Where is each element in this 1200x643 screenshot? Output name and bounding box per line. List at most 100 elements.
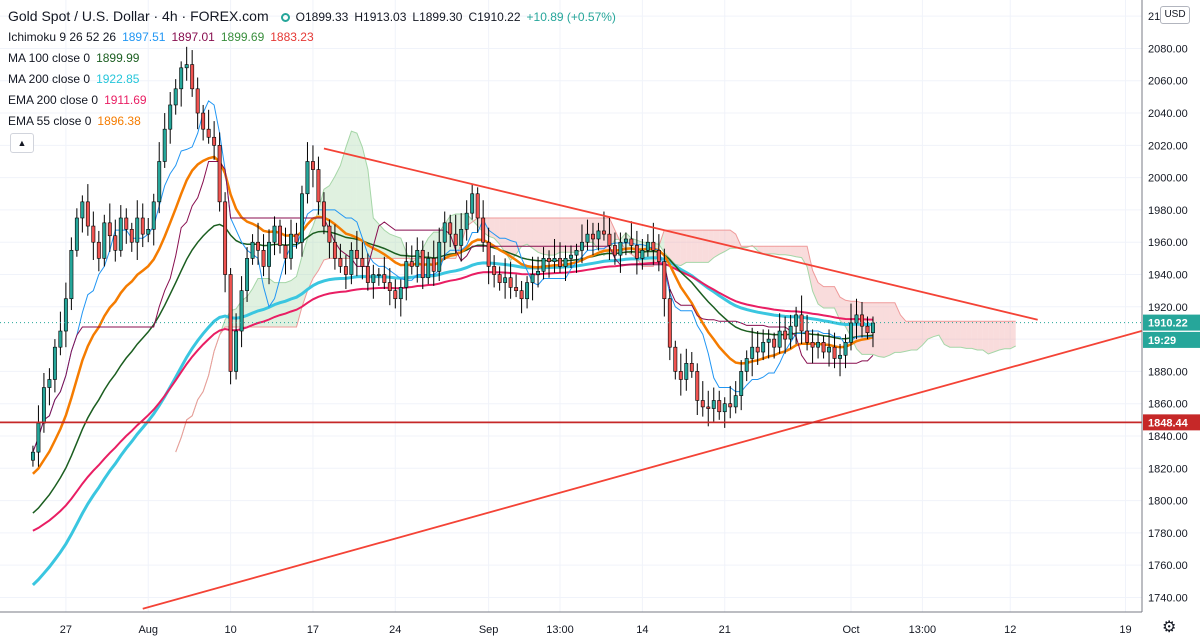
candle-body xyxy=(135,217,140,243)
cloud-segment xyxy=(367,169,374,259)
price-tick-label: 1780.00 xyxy=(1148,528,1188,540)
candle-body xyxy=(700,400,705,408)
candle-body xyxy=(508,277,513,288)
cloud-segment xyxy=(620,232,626,251)
candle-body xyxy=(821,342,826,353)
candle-body xyxy=(206,128,211,138)
cloud-segment xyxy=(768,246,775,254)
candle-body xyxy=(552,258,557,262)
candle-body xyxy=(662,261,667,300)
candle-body xyxy=(168,104,173,130)
cloud-segment xyxy=(889,302,895,356)
candle-body xyxy=(492,266,497,275)
time-tick-label: 10 xyxy=(224,624,236,636)
candle-body xyxy=(453,233,458,246)
candle-body xyxy=(601,230,606,235)
cloud-segment xyxy=(878,302,884,358)
gear-icon[interactable]: ⚙ xyxy=(1162,619,1177,636)
price-tick-label: 1760.00 xyxy=(1148,560,1188,572)
cloud-segment xyxy=(691,230,698,263)
price-label-text: 1910.22 xyxy=(1148,318,1188,330)
candle-body xyxy=(827,346,831,353)
indicator-label: MA 200 close 0 xyxy=(8,72,91,86)
cloud-segment xyxy=(510,217,517,261)
candle-body xyxy=(217,145,222,203)
candle-body xyxy=(69,249,74,300)
candle-body xyxy=(832,346,837,359)
chart-legend: Gold Spot / U.S. Dollar · 4h · FOREX.com… xyxy=(8,6,622,132)
candle-body xyxy=(47,379,52,388)
candle-body xyxy=(470,193,475,214)
drawing-lines xyxy=(0,147,1154,610)
cloud-segment xyxy=(680,230,687,266)
time-tick-label: 21 xyxy=(719,624,731,636)
candle-body xyxy=(645,241,650,251)
candle-body xyxy=(503,277,508,283)
cloud-segment xyxy=(883,302,890,358)
time-tick-label: 13:00 xyxy=(909,624,937,636)
cloud-segment xyxy=(971,321,978,351)
senkou-b-line xyxy=(175,217,1016,453)
candle-body xyxy=(475,193,480,219)
cloud-segment xyxy=(290,276,297,327)
chart-grid xyxy=(0,0,1142,612)
indicator-row[interactable]: EMA 200 close 0 1911.69 xyxy=(8,90,622,111)
cloud-segment xyxy=(664,230,670,259)
candle-body xyxy=(393,290,398,300)
indicator-value: 1896.38 xyxy=(97,114,141,128)
price-label-box xyxy=(1143,331,1200,348)
indicator-row[interactable]: Ichimoku 9 26 52 26 1897.51 1897.01 1899.69… xyxy=(8,27,622,48)
candle-body xyxy=(656,249,661,262)
candle-body xyxy=(113,235,118,251)
candle-body xyxy=(618,241,623,256)
candle-body xyxy=(541,258,546,272)
cloud-segment xyxy=(900,314,906,353)
cloud-segment xyxy=(258,278,264,327)
candle-body xyxy=(250,241,255,259)
candle-body xyxy=(404,261,409,288)
candle-body xyxy=(201,112,206,130)
ma100-line xyxy=(32,223,874,514)
cloud-segment xyxy=(927,321,934,340)
candle-body xyxy=(585,233,590,243)
indicator-row[interactable]: MA 100 close 0 1899.99 xyxy=(8,48,622,69)
candle-body xyxy=(278,225,282,246)
candle-body xyxy=(788,325,793,340)
cloud-segment xyxy=(345,131,352,259)
price-tick-label: 2020.00 xyxy=(1148,140,1188,152)
candle-body xyxy=(838,354,842,359)
candle-body xyxy=(651,241,656,251)
candle-body xyxy=(558,258,562,267)
candle-body xyxy=(777,330,782,348)
cloud-segment xyxy=(779,246,786,255)
cloud-segment xyxy=(977,321,983,351)
time-tick-label: 13:00 xyxy=(546,624,574,636)
ohlc-low: L1899.30 xyxy=(412,10,463,24)
currency-badge[interactable]: USD xyxy=(1160,6,1190,24)
candle-body xyxy=(140,217,145,235)
candle-body xyxy=(426,258,431,279)
cloud-segment xyxy=(938,321,945,345)
candle-body xyxy=(256,241,260,251)
indicator-row[interactable]: MA 200 close 0 1922.85 xyxy=(8,69,622,90)
cloud-segment xyxy=(911,321,917,351)
candle-body xyxy=(398,287,403,300)
price-tick-label: 2000.00 xyxy=(1148,173,1188,185)
candle-body xyxy=(794,314,799,327)
ohlc-open: O1899.33 xyxy=(295,10,349,24)
ohlc-change: +10.89 (+0.57%) xyxy=(526,10,616,24)
candle-body xyxy=(695,371,700,401)
candle-body xyxy=(607,233,612,246)
kijun-line xyxy=(32,161,874,453)
candle-body xyxy=(739,371,744,396)
candle-body xyxy=(360,258,365,267)
indicator-row[interactable]: EMA 55 close 0 1896.38 xyxy=(8,111,622,132)
candle-body xyxy=(52,346,57,380)
symbol-title[interactable]: Gold Spot / U.S. Dollar · 4h · FOREX.com xyxy=(8,8,269,24)
indicator-label: MA 100 close 0 xyxy=(8,51,91,65)
cloud-segment xyxy=(560,217,566,253)
cloud-segment xyxy=(312,210,319,279)
collapse-legend-button[interactable]: ▲ xyxy=(10,133,34,153)
candle-body xyxy=(305,161,310,195)
